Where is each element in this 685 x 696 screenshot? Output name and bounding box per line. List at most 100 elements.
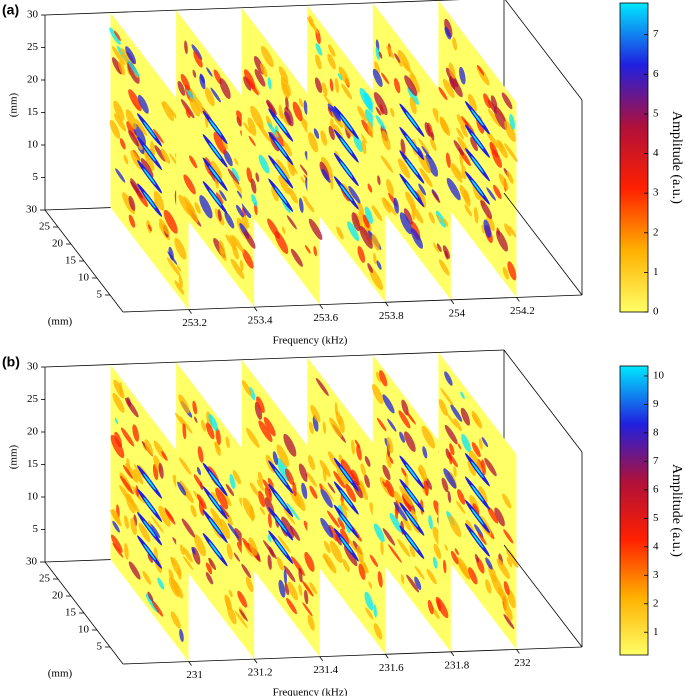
slice-texture bbox=[380, 155, 394, 173]
slice-texture bbox=[309, 581, 317, 595]
slice-texture bbox=[416, 189, 427, 208]
slice-texture bbox=[257, 122, 272, 143]
slice-texture bbox=[109, 119, 121, 139]
slice-texture bbox=[345, 483, 357, 503]
slice-texture bbox=[263, 416, 276, 437]
slice-texture bbox=[351, 212, 361, 232]
y-tick-label: 15 bbox=[65, 255, 77, 267]
slice-texture bbox=[278, 104, 283, 120]
slice-texture bbox=[506, 557, 513, 568]
y-tick-label: 25 bbox=[39, 221, 51, 233]
slice-texture bbox=[372, 68, 383, 87]
slice-texture bbox=[340, 503, 348, 522]
slice-texture bbox=[508, 225, 517, 238]
slice-texture bbox=[428, 515, 433, 530]
slice-texture bbox=[419, 167, 433, 188]
slice-texture bbox=[321, 156, 333, 179]
slice-texture bbox=[309, 485, 318, 499]
slice-texture bbox=[327, 482, 336, 494]
slice-feature bbox=[143, 543, 156, 561]
x-tick-label: 231.2 bbox=[248, 667, 273, 679]
slice-feature bbox=[405, 182, 419, 199]
slice-texture bbox=[386, 451, 392, 469]
slice-texture bbox=[393, 501, 408, 522]
slice-texture bbox=[254, 69, 266, 87]
slice-texture bbox=[249, 505, 255, 522]
slice-texture bbox=[170, 578, 184, 599]
slice-texture bbox=[179, 415, 193, 434]
slice-texture bbox=[154, 145, 166, 162]
slice-texture bbox=[444, 424, 458, 445]
slice-texture bbox=[441, 477, 449, 493]
slice-texture bbox=[298, 584, 303, 596]
slice-texture bbox=[445, 152, 451, 168]
slice-texture bbox=[189, 155, 198, 169]
slice-texture bbox=[190, 504, 197, 518]
y-tick-label: 5 bbox=[97, 641, 103, 653]
slice-texture bbox=[153, 128, 164, 144]
slice-texture bbox=[371, 383, 384, 405]
slice-texture bbox=[452, 162, 464, 179]
slice-texture bbox=[239, 259, 244, 271]
slice-texture bbox=[440, 387, 454, 407]
slice-feature bbox=[405, 158, 419, 176]
slice-texture bbox=[507, 589, 516, 609]
slice-texture bbox=[342, 558, 350, 573]
x-tick-label: 231.4 bbox=[313, 664, 338, 676]
x-axis-line bbox=[122, 294, 583, 313]
slice-feature bbox=[471, 179, 484, 197]
slice-texture bbox=[442, 245, 450, 259]
slice-texture bbox=[364, 591, 374, 611]
slice-texture bbox=[210, 87, 221, 103]
slice-texture bbox=[481, 224, 485, 234]
colorbar-tick-label: 4 bbox=[653, 147, 659, 159]
slice-texture bbox=[199, 195, 213, 219]
slice-texture bbox=[427, 599, 434, 615]
slice-texture bbox=[154, 198, 158, 205]
y-tick-label: 10 bbox=[78, 272, 90, 284]
slice-texture bbox=[335, 462, 349, 486]
slice-feature bbox=[340, 513, 353, 530]
slice-texture bbox=[258, 154, 270, 174]
slice-texture bbox=[128, 130, 139, 147]
slice-texture bbox=[329, 540, 343, 563]
y-tick-label: 15 bbox=[65, 607, 77, 619]
slice-texture bbox=[226, 543, 233, 560]
slice-texture bbox=[497, 587, 509, 606]
slice-texture bbox=[404, 431, 416, 452]
slice-texture bbox=[436, 214, 443, 224]
x-tick-label: 232 bbox=[514, 657, 531, 669]
slice-texture bbox=[360, 463, 366, 476]
slice-texture bbox=[144, 439, 154, 456]
slice-texture bbox=[233, 157, 239, 166]
slice-texture bbox=[339, 498, 349, 512]
slice-texture bbox=[460, 124, 468, 138]
slice-texture bbox=[158, 505, 171, 527]
slice-texture bbox=[364, 456, 371, 467]
slice-feature bbox=[340, 466, 353, 483]
x-axis-label: Frequency (kHz) bbox=[273, 687, 348, 696]
slice-texture bbox=[406, 411, 416, 425]
slice-texture bbox=[158, 462, 164, 479]
slice-feature bbox=[208, 541, 222, 558]
slice-texture bbox=[504, 143, 518, 163]
slice-texture bbox=[450, 404, 463, 422]
slice-texture bbox=[213, 442, 220, 451]
slice-texture bbox=[208, 557, 217, 571]
slice-texture bbox=[436, 243, 442, 253]
y-axis-label: (mm) bbox=[48, 668, 73, 680]
slice-texture bbox=[377, 175, 381, 186]
slice-texture bbox=[159, 218, 170, 235]
slice-texture bbox=[425, 477, 433, 490]
slice-texture bbox=[364, 474, 370, 488]
slice-texture bbox=[246, 167, 253, 183]
slice-texture bbox=[298, 197, 304, 213]
slice-texture bbox=[181, 518, 196, 538]
slice-texture bbox=[334, 77, 340, 94]
box-edge bbox=[503, 544, 583, 648]
slice-texture bbox=[467, 460, 476, 477]
colorbar-tick-label: 2 bbox=[653, 597, 659, 609]
y-tick-label: 30 bbox=[26, 204, 38, 216]
slice-texture bbox=[277, 535, 291, 554]
slice-texture bbox=[260, 63, 268, 78]
